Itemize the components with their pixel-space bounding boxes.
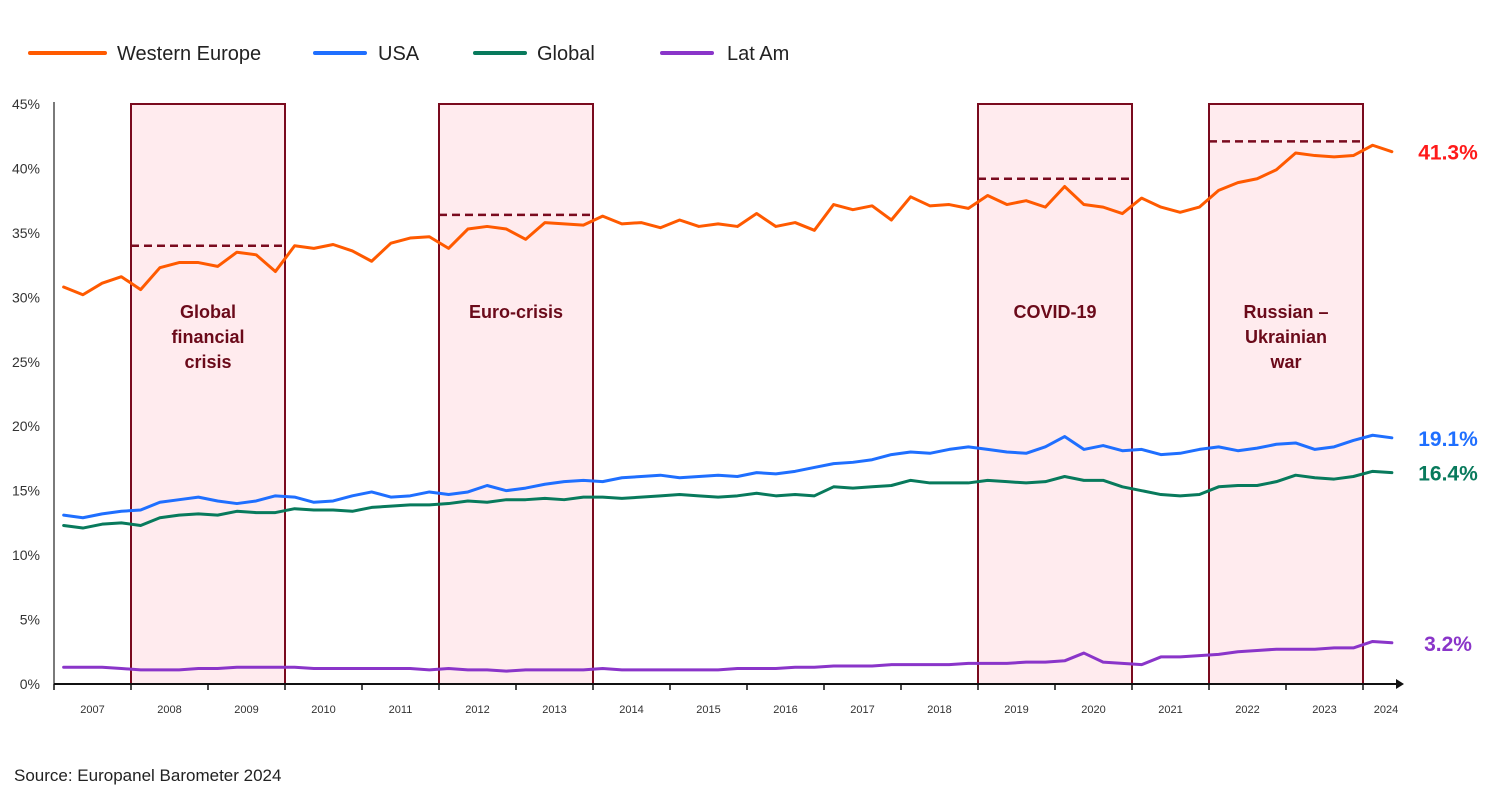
y-tick-label: 0% (20, 676, 40, 692)
x-tick-label: 2013 (542, 704, 566, 716)
crisis-label: COVID-19 (1013, 302, 1096, 322)
crisis-label: financial (171, 327, 244, 347)
series-line-usa (62, 433, 1394, 520)
y-tick-label: 15% (12, 483, 40, 499)
y-tick-label: 5% (20, 612, 40, 628)
legend-label: Lat Am (727, 43, 789, 65)
x-tick-label: 2018 (927, 704, 951, 716)
legend-label: USA (378, 43, 420, 65)
x-tick-label: 2016 (773, 704, 797, 716)
y-tick-label: 35% (12, 225, 40, 241)
x-tick-label: 2011 (389, 704, 413, 716)
x-tick-label: 2020 (1081, 704, 1105, 716)
x-tick-label: 2023 (1312, 704, 1336, 716)
x-tick-label: 2009 (234, 704, 258, 716)
y-tick-label: 25% (12, 354, 40, 370)
x-axis-arrow-icon (1396, 679, 1404, 689)
end-value-label: 3.2% (1424, 633, 1472, 656)
crisis-box (977, 103, 1133, 685)
x-tick-label: 2015 (696, 704, 720, 716)
end-value-label: 41.3% (1418, 142, 1478, 165)
x-tick-label: 2010 (311, 704, 335, 716)
x-tick-label: 2007 (80, 704, 104, 716)
source-note: Source: Europanel Barometer 2024 (14, 766, 282, 785)
y-tick-label: 40% (12, 160, 40, 176)
y-tick-label: 30% (12, 289, 40, 305)
crisis-box (438, 103, 594, 685)
crisis-label: Ukrainian (1245, 327, 1327, 347)
y-tick-label: 10% (12, 547, 40, 563)
legend-label: Global (537, 43, 595, 65)
x-tick-label: 2008 (157, 704, 181, 716)
crisis-label: Russian – (1243, 302, 1328, 322)
series-line-global (62, 469, 1394, 530)
crisis-label: Euro-crisis (469, 302, 563, 322)
series-line-western-europe (62, 143, 1394, 297)
series-line-lat-am (62, 639, 1394, 673)
x-tick-label: 2014 (619, 704, 643, 716)
crisis-box (1208, 103, 1364, 685)
x-tick-label: 2021 (1158, 704, 1182, 716)
y-tick-label: 20% (12, 418, 40, 434)
crisis-label: crisis (184, 352, 231, 372)
x-tick-label: 2012 (465, 704, 489, 716)
x-tick-label: 2022 (1235, 704, 1259, 716)
x-tick-label: 2024 (1374, 704, 1398, 716)
crisis-label: war (1269, 352, 1301, 372)
y-tick-label: 45% (12, 96, 40, 112)
x-tick-label: 2017 (850, 704, 874, 716)
legend-label: Western Europe (117, 43, 261, 65)
crisis-label: Global (180, 302, 236, 322)
end-value-label: 16.4% (1418, 463, 1478, 486)
x-tick-label: 2019 (1004, 704, 1028, 716)
crisis-box (130, 103, 286, 685)
end-value-label: 19.1% (1418, 428, 1478, 451)
